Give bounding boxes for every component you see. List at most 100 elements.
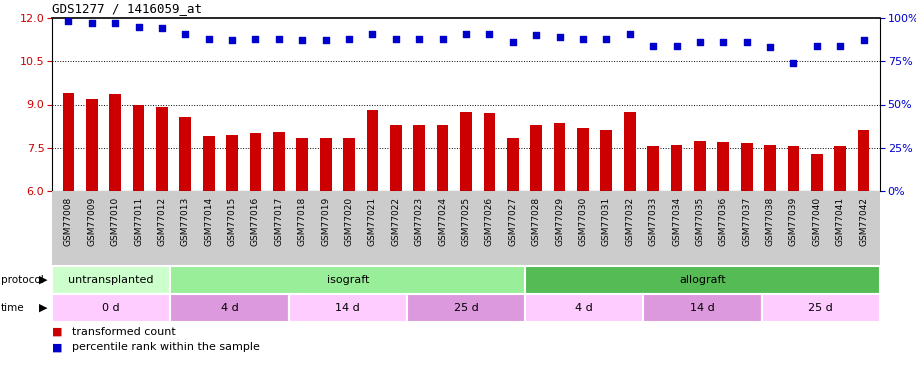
- Text: GSM77019: GSM77019: [322, 197, 330, 246]
- Bar: [811, 153, 823, 191]
- Bar: [320, 138, 332, 191]
- Point: [459, 31, 474, 37]
- Bar: [297, 138, 308, 191]
- Bar: [648, 146, 659, 191]
- Text: allograft: allograft: [680, 275, 725, 285]
- Bar: [643, 294, 762, 322]
- Bar: [694, 141, 705, 191]
- Text: isograft: isograft: [326, 275, 369, 285]
- Point: [552, 34, 567, 40]
- Text: GSM77038: GSM77038: [766, 197, 775, 246]
- Point: [342, 36, 356, 42]
- Text: ▶: ▶: [38, 275, 48, 285]
- Text: GSM77015: GSM77015: [227, 197, 236, 246]
- Bar: [250, 134, 261, 191]
- Text: GSM77037: GSM77037: [742, 197, 751, 246]
- Bar: [460, 112, 472, 191]
- Bar: [717, 142, 729, 191]
- Bar: [741, 143, 753, 191]
- Bar: [525, 266, 880, 294]
- Text: 4 d: 4 d: [221, 303, 238, 313]
- Text: GSM77040: GSM77040: [812, 197, 822, 246]
- Point: [622, 31, 637, 37]
- Text: GSM77009: GSM77009: [87, 197, 96, 246]
- Point: [61, 18, 76, 24]
- Text: ■: ■: [52, 342, 66, 352]
- Bar: [366, 110, 378, 191]
- Point: [575, 36, 590, 42]
- Bar: [764, 145, 776, 191]
- Point: [155, 26, 169, 32]
- Text: time: time: [1, 303, 25, 313]
- Text: GSM77031: GSM77031: [602, 197, 611, 246]
- Point: [224, 38, 239, 44]
- Bar: [62, 93, 74, 191]
- Point: [202, 36, 216, 42]
- Point: [739, 39, 754, 45]
- Point: [856, 38, 871, 44]
- Bar: [484, 113, 496, 191]
- Bar: [671, 145, 682, 191]
- Text: GSM77028: GSM77028: [531, 197, 540, 246]
- Text: 25 d: 25 d: [453, 303, 478, 313]
- Point: [108, 20, 123, 26]
- Bar: [834, 146, 846, 191]
- Text: 25 d: 25 d: [809, 303, 834, 313]
- Point: [482, 31, 496, 37]
- Text: GSM77012: GSM77012: [158, 197, 167, 246]
- Bar: [413, 124, 425, 191]
- Text: GSM77025: GSM77025: [462, 197, 471, 246]
- Point: [833, 43, 847, 49]
- Text: GSM77020: GSM77020: [344, 197, 354, 246]
- Text: 14 d: 14 d: [690, 303, 715, 313]
- Text: GSM77018: GSM77018: [298, 197, 307, 246]
- Text: GSM77021: GSM77021: [368, 197, 377, 246]
- Text: GSM77029: GSM77029: [555, 197, 564, 246]
- Bar: [86, 99, 98, 191]
- Point: [670, 43, 684, 49]
- Bar: [273, 132, 285, 191]
- Point: [506, 39, 520, 45]
- Bar: [344, 138, 354, 191]
- Text: 0 d: 0 d: [103, 303, 120, 313]
- Point: [412, 36, 427, 42]
- Bar: [407, 294, 525, 322]
- Text: GSM77034: GSM77034: [672, 197, 681, 246]
- Point: [319, 38, 333, 44]
- Text: GSM77016: GSM77016: [251, 197, 260, 246]
- Point: [599, 36, 614, 42]
- Text: GSM77022: GSM77022: [391, 197, 400, 246]
- Bar: [437, 124, 449, 191]
- Bar: [226, 135, 238, 191]
- Text: GSM77039: GSM77039: [789, 197, 798, 246]
- Text: 4 d: 4 d: [575, 303, 594, 313]
- Text: GSM77027: GSM77027: [508, 197, 518, 246]
- Text: GSM77032: GSM77032: [626, 197, 634, 246]
- Point: [365, 31, 380, 37]
- Text: GDS1277 / 1416059_at: GDS1277 / 1416059_at: [52, 3, 202, 15]
- Point: [388, 36, 403, 42]
- Point: [529, 32, 543, 38]
- Text: untransplanted: untransplanted: [69, 275, 154, 285]
- Point: [295, 38, 310, 44]
- Text: GSM77042: GSM77042: [859, 197, 868, 246]
- Point: [131, 24, 146, 30]
- Point: [271, 36, 286, 42]
- Text: transformed count: transformed count: [72, 327, 176, 337]
- Bar: [52, 294, 170, 322]
- Text: percentile rank within the sample: percentile rank within the sample: [72, 342, 260, 352]
- Point: [178, 31, 192, 37]
- Text: GSM77026: GSM77026: [485, 197, 494, 246]
- Text: GSM77008: GSM77008: [64, 197, 73, 246]
- Point: [692, 39, 707, 45]
- Text: GSM77013: GSM77013: [180, 197, 190, 246]
- Bar: [289, 294, 407, 322]
- Bar: [624, 112, 636, 191]
- Text: GSM77036: GSM77036: [719, 197, 728, 246]
- Bar: [577, 128, 589, 191]
- Text: ■: ■: [52, 327, 66, 337]
- Bar: [601, 130, 612, 191]
- Bar: [507, 138, 518, 191]
- Text: GSM77030: GSM77030: [578, 197, 587, 246]
- Point: [248, 36, 263, 42]
